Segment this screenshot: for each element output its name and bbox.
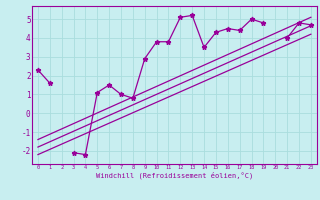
X-axis label: Windchill (Refroidissement éolien,°C): Windchill (Refroidissement éolien,°C): [96, 172, 253, 179]
